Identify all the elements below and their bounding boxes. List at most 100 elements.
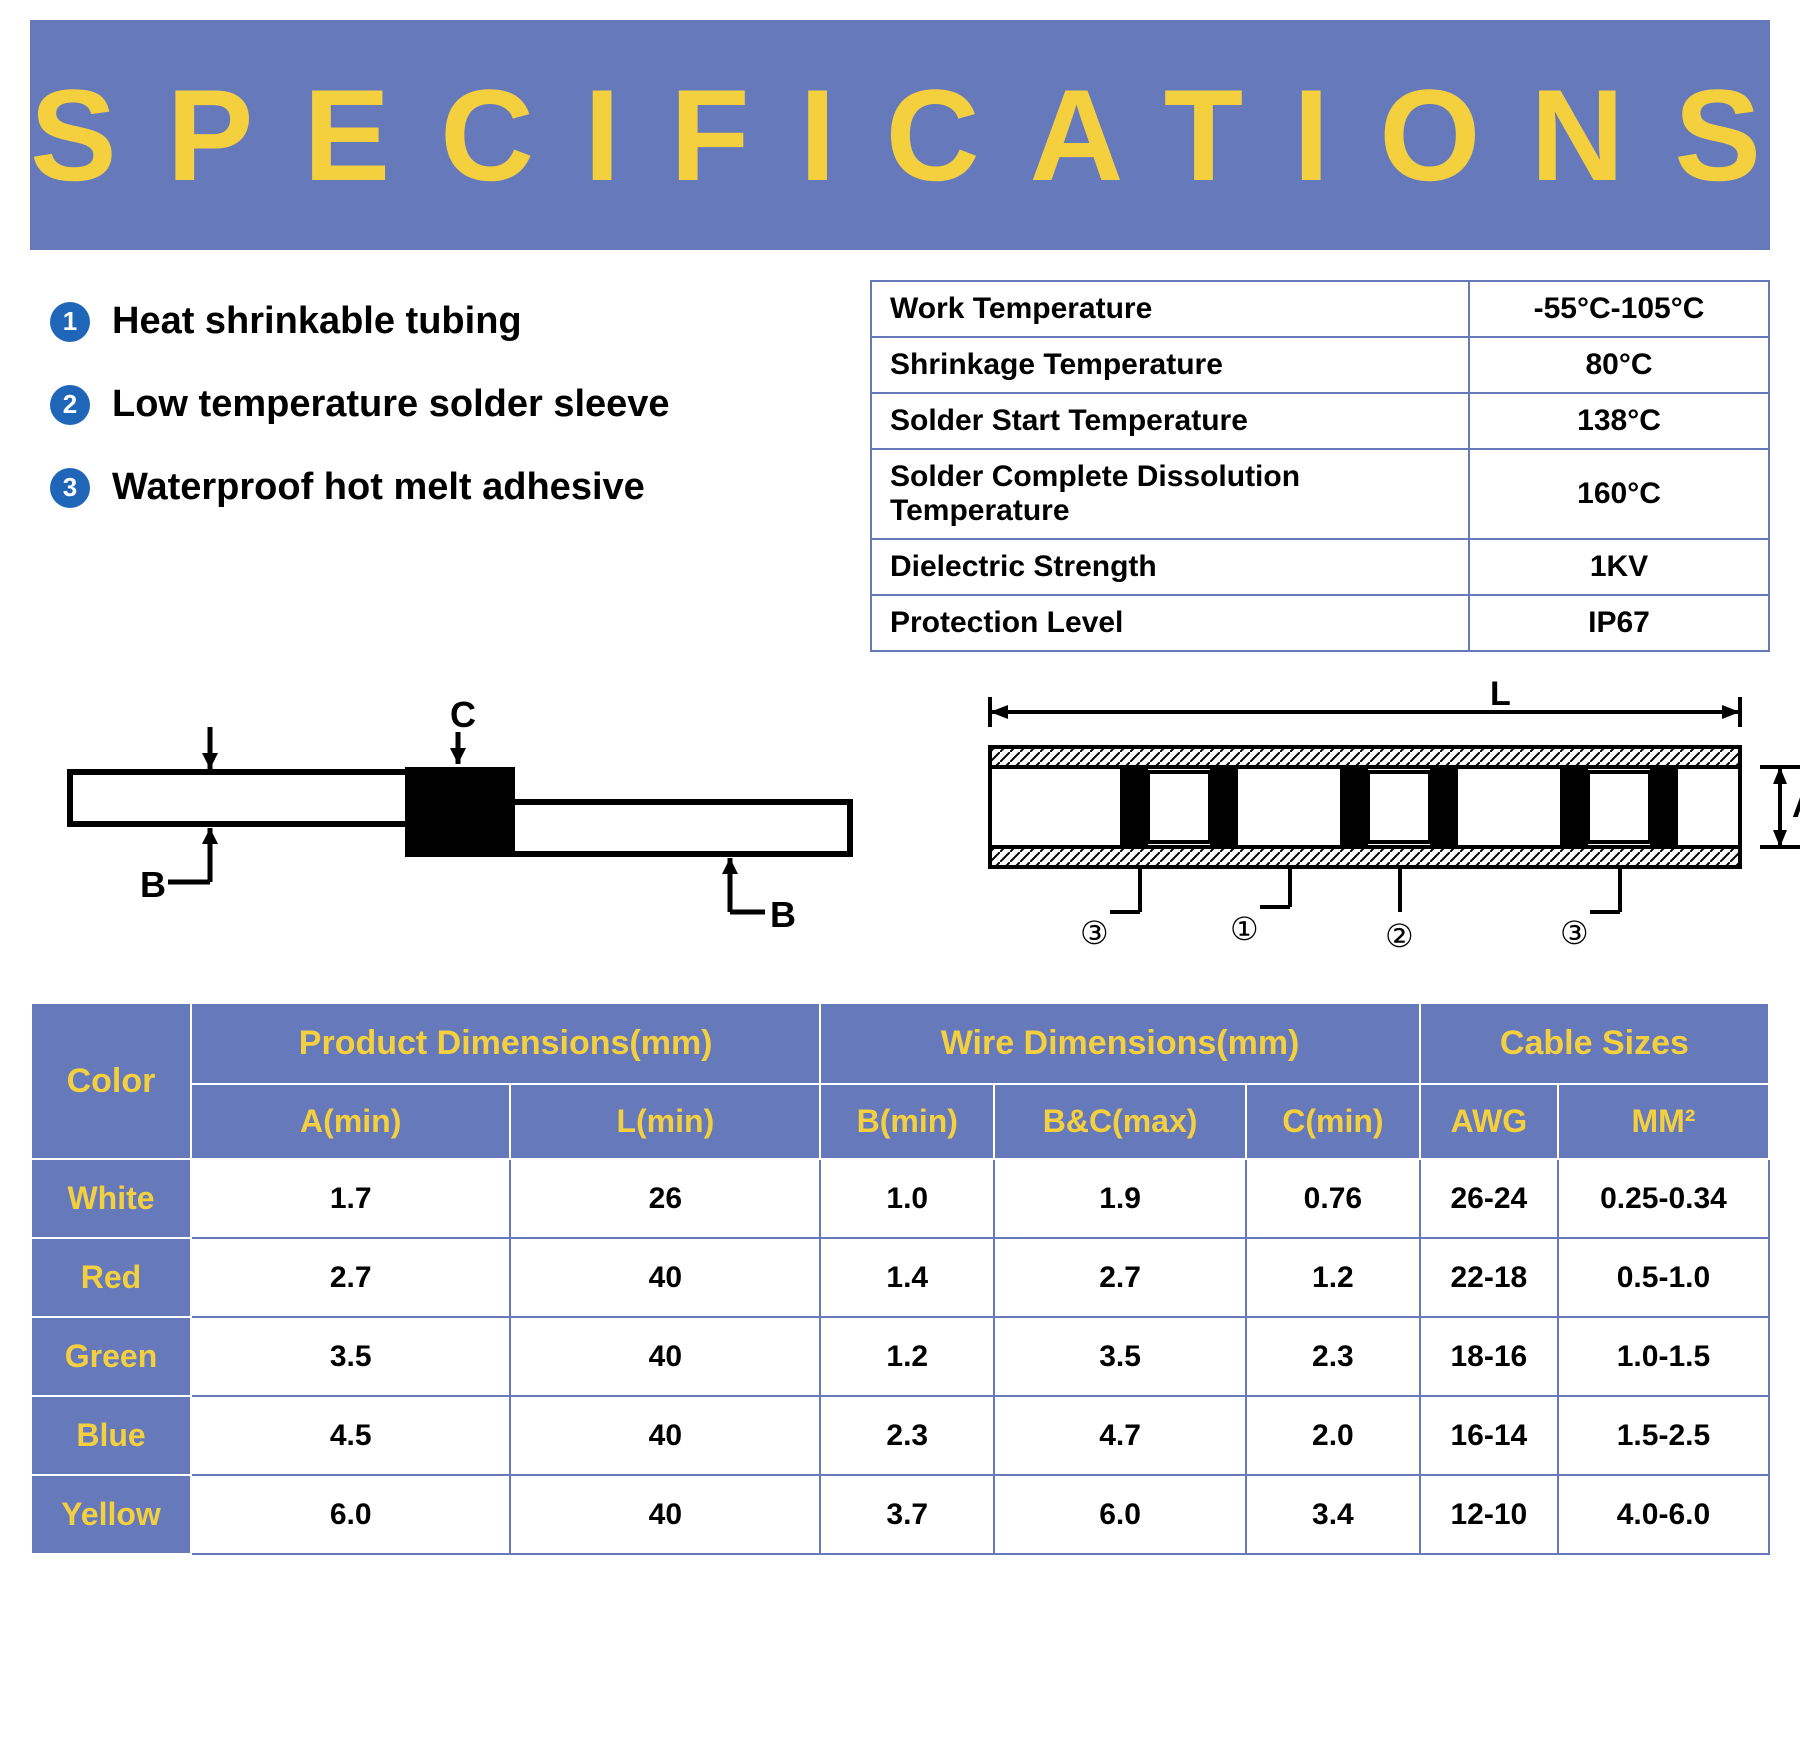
table-row: Dielectric Strength1KV [871,539,1769,595]
spec-label: Solder Start Temperature [871,393,1469,449]
col-bcmax: B&C(max) [994,1084,1246,1159]
cell-a: 2.7 [191,1238,510,1317]
row-color: Red [31,1238,191,1317]
feature-text: Low temperature solder sleeve [112,383,670,426]
cell-awg: 16-14 [1420,1396,1558,1475]
col-mm2: MM² [1558,1084,1769,1159]
feature-item: 2 Low temperature solder sleeve [50,383,840,426]
cell-a: 1.7 [191,1159,510,1238]
cell-awg: 18-16 [1420,1317,1558,1396]
feature-badge-3: 3 [50,468,90,508]
cell-bcmax: 3.5 [994,1317,1246,1396]
cell-bcmax: 6.0 [994,1475,1246,1554]
svg-text:③: ③ [1560,915,1589,951]
svg-text:L: L [1490,675,1511,713]
table-row: Blue4.5402.34.72.016-141.5-2.5 [31,1396,1769,1475]
feature-text: Waterproof hot melt adhesive [112,466,645,509]
cell-l: 40 [510,1475,820,1554]
spec-value: 138°C [1469,393,1769,449]
cell-bmin: 1.0 [820,1159,994,1238]
col-a: A(min) [191,1084,510,1159]
spec-table: Work Temperature-55°C-105°C Shrinkage Te… [870,280,1770,652]
col-bmin: B(min) [820,1084,994,1159]
svg-text:②: ② [1385,918,1414,954]
feature-badge-1: 1 [50,302,90,342]
svg-text:B: B [140,864,166,905]
spec-label: Shrinkage Temperature [871,337,1469,393]
table-row: Red2.7401.42.71.222-180.5-1.0 [31,1238,1769,1317]
spec-label: Dielectric Strength [871,539,1469,595]
cell-mm2: 0.25-0.34 [1558,1159,1769,1238]
table-row: Shrinkage Temperature80°C [871,337,1769,393]
page-title-banner: SPECIFICATIONS [30,20,1770,250]
table-row: Solder Complete Dissolution Temperature1… [871,449,1769,539]
cell-awg: 26-24 [1420,1159,1558,1238]
cell-cmin: 2.3 [1246,1317,1420,1396]
diagram-left: C B B [50,672,870,972]
cell-mm2: 1.0-1.5 [1558,1317,1769,1396]
cell-mm2: 0.5-1.0 [1558,1238,1769,1317]
spec-label: Protection Level [871,595,1469,651]
cell-a: 3.5 [191,1317,510,1396]
cell-bmin: 3.7 [820,1475,994,1554]
table-row: Green3.5401.23.52.318-161.0-1.5 [31,1317,1769,1396]
table-header-row: Color Product Dimensions(mm) Wire Dimens… [31,1003,1769,1084]
cell-bmin: 1.4 [820,1238,994,1317]
cell-cmin: 2.0 [1246,1396,1420,1475]
diagram-right: L [930,672,1800,972]
cell-mm2: 1.5-2.5 [1558,1396,1769,1475]
col-cable: Cable Sizes [1420,1003,1769,1084]
svg-text:B: B [770,894,796,935]
spec-value: 1KV [1469,539,1769,595]
col-product: Product Dimensions(mm) [191,1003,820,1084]
svg-text:①: ① [1230,911,1259,947]
table-row: White1.7261.01.90.7626-240.25-0.34 [31,1159,1769,1238]
spec-value: 160°C [1469,449,1769,539]
svg-text:C: C [450,694,476,735]
table-row: Solder Start Temperature138°C [871,393,1769,449]
feature-text: Heat shrinkable tubing [112,300,522,343]
row-color: Yellow [31,1475,191,1554]
cell-bmin: 1.2 [820,1317,994,1396]
cell-bmin: 2.3 [820,1396,994,1475]
feature-badge-2: 2 [50,385,90,425]
features-list: 1 Heat shrinkable tubing 2 Low temperatu… [30,280,840,652]
col-cmin: C(min) [1246,1084,1420,1159]
spec-label: Work Temperature [871,281,1469,337]
cell-bcmax: 1.9 [994,1159,1246,1238]
diagrams-row: C B B [30,672,1770,972]
row-color: Green [31,1317,191,1396]
spec-label: Solder Complete Dissolution Temperature [871,449,1469,539]
row-color: White [31,1159,191,1238]
svg-text:③: ③ [1080,915,1109,951]
col-l: L(min) [510,1084,820,1159]
col-wire: Wire Dimensions(mm) [820,1003,1420,1084]
table-row: Yellow6.0403.76.03.412-104.0-6.0 [31,1475,1769,1554]
table-subheader-row: A(min) L(min) B(min) B&C(max) C(min) AWG… [31,1084,1769,1159]
cell-cmin: 0.76 [1246,1159,1420,1238]
table-row: Protection LevelIP67 [871,595,1769,651]
spec-value: IP67 [1469,595,1769,651]
spec-value: 80°C [1469,337,1769,393]
dimensions-table: Color Product Dimensions(mm) Wire Dimens… [30,1002,1770,1555]
cell-cmin: 3.4 [1246,1475,1420,1554]
cell-l: 26 [510,1159,820,1238]
svg-text:A: A [1792,787,1800,825]
cell-cmin: 1.2 [1246,1238,1420,1317]
spec-value: -55°C-105°C [1469,281,1769,337]
cell-awg: 22-18 [1420,1238,1558,1317]
cell-a: 4.5 [191,1396,510,1475]
top-section: 1 Heat shrinkable tubing 2 Low temperatu… [30,280,1770,652]
cell-l: 40 [510,1238,820,1317]
cell-awg: 12-10 [1420,1475,1558,1554]
cell-l: 40 [510,1396,820,1475]
feature-item: 3 Waterproof hot melt adhesive [50,466,840,509]
cell-a: 6.0 [191,1475,510,1554]
cell-l: 40 [510,1317,820,1396]
col-color: Color [31,1003,191,1159]
col-awg: AWG [1420,1084,1558,1159]
table-row: Work Temperature-55°C-105°C [871,281,1769,337]
feature-item: 1 Heat shrinkable tubing [50,300,840,343]
cell-bcmax: 2.7 [994,1238,1246,1317]
cell-bcmax: 4.7 [994,1396,1246,1475]
